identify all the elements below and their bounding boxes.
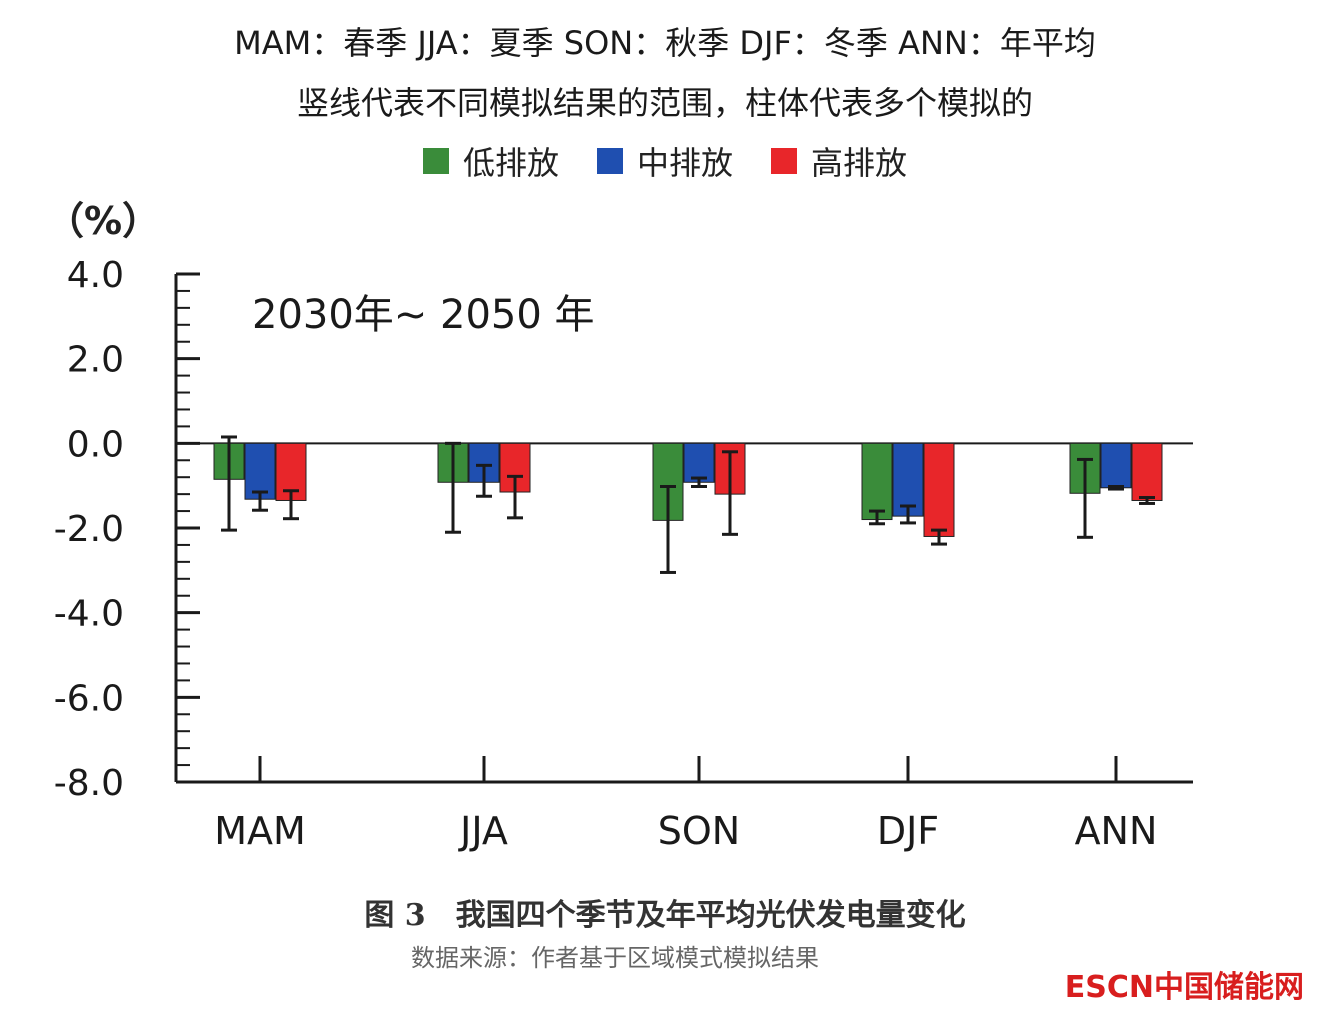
bar-high [275, 442, 307, 501]
data-source: 数据来源：作者基于区域模式模拟结果 [411, 944, 819, 972]
season-key: MAM：春季 JJA：夏季 SON：秋季 DJF：冬季 ANN：年平均 [234, 24, 1096, 62]
x-tick-label: MAM [214, 809, 306, 853]
legend-swatch-high [771, 148, 797, 174]
y-tick-label: 4.0 [67, 255, 124, 296]
legend-label-low: 低排放 [462, 144, 559, 182]
y-tick-label: -6.0 [54, 678, 124, 719]
figure-caption: 图 3 我国四个季节及年平均光伏发电量变化 [0, 890, 1330, 934]
legend-swatch-low [422, 148, 449, 174]
figure-title: 我国四个季节及年平均光伏发电量变化 [455, 898, 966, 933]
legend-swatch-mid [596, 148, 623, 174]
x-tick-label: SON [658, 809, 740, 853]
bar-high [1131, 442, 1163, 501]
y-tick-label: -8.0 [54, 763, 124, 804]
legend: 低排放 中排放 高排放 [0, 138, 1330, 184]
legend-label-mid: 中排放 [636, 144, 733, 182]
y-tick-label: -4.0 [54, 594, 124, 635]
figure-number: 图 3 [364, 898, 426, 933]
legend-item-high: 高排放 [771, 138, 907, 184]
watermark-logo: ESCN中国储能网 [1064, 970, 1304, 1005]
bar-high [923, 442, 955, 537]
legend-label-high: 高排放 [811, 144, 908, 182]
period-annotation: 2030年~ 2050 年 [252, 292, 595, 338]
chart-note: 竖线代表不同模拟结果的范围，柱体代表多个模拟的 [296, 84, 1033, 122]
x-tick-label: JJA [458, 809, 508, 853]
y-unit-label: （%） [46, 199, 161, 243]
bar-chart: 4.0 2.0 0.0 -2.0 -4.0 -6.0 -8.0 2030年~ 2050 年 MA… [54, 255, 1193, 853]
legend-item-mid: 中排放 [596, 138, 733, 184]
x-tick-label: DJF [877, 809, 939, 853]
y-tick-label: -2.0 [54, 509, 124, 550]
y-tick-label: 2.0 [67, 340, 124, 381]
x-tick-label: ANN [1075, 809, 1158, 853]
bar-mid [244, 442, 276, 500]
bar-low [861, 442, 893, 521]
legend-item-low: 低排放 [422, 138, 559, 184]
y-tick-label: 0.0 [67, 424, 124, 465]
bar-mid [1100, 442, 1132, 489]
bar-mid [683, 442, 715, 483]
